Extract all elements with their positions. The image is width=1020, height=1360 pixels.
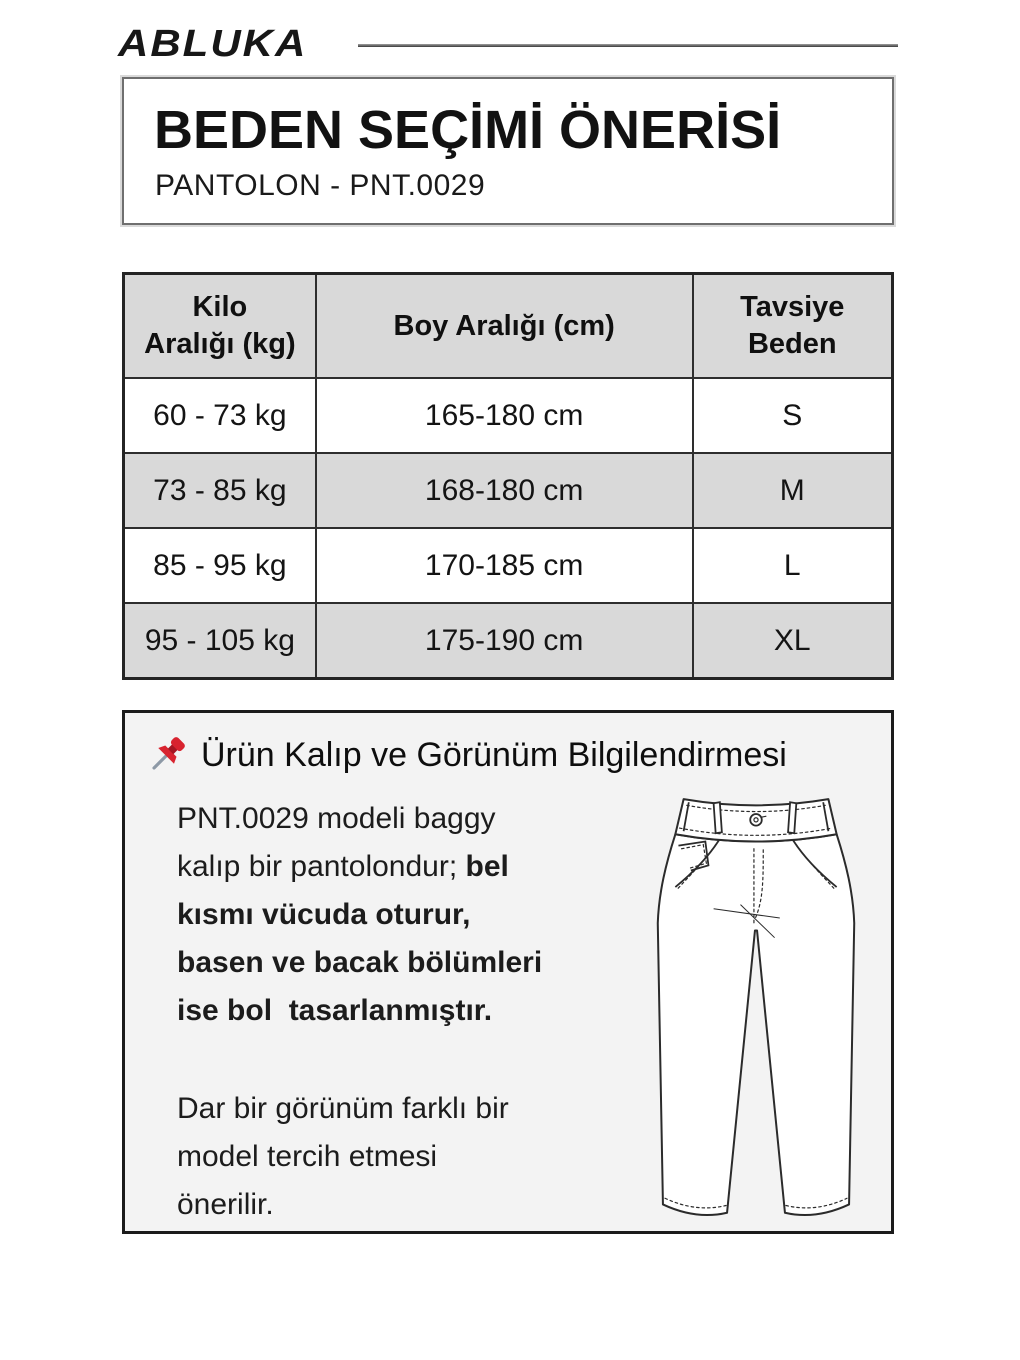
paragraph-gap — [177, 1035, 657, 1085]
weight-range-cell: 95 - 105 kg — [122, 602, 317, 680]
table-body: 60 - 73 kg 165-180 cm S 73 - 85 kg 168-180 c… — [122, 377, 894, 680]
waist-button — [750, 814, 766, 826]
weight-range-cell: 60 - 73 kg — [122, 377, 317, 454]
fit-info-box: Ürün Kalıp ve Görünüm Bilgilendirmesi PN… — [122, 710, 894, 1234]
size-recommendation-table: Kilo Aralığı (kg) Boy Aralığı (cm) Tavsiye B… — [122, 272, 894, 680]
fit-advice-line: model tercih etmesi — [177, 1140, 438, 1173]
column-header: Kilo Aralığı (kg) — [122, 272, 317, 379]
size-cell: L — [691, 527, 894, 604]
column-header: Boy Aralığı (cm) — [314, 272, 694, 379]
weight-range-cell: 73 - 85 kg — [122, 452, 317, 529]
fit-description-line: ise bol tasarlanmıştır. — [177, 994, 493, 1027]
pants-illustration — [647, 795, 865, 1221]
size-cell: M — [691, 452, 894, 529]
header-divider-line — [358, 44, 898, 47]
pushpin-icon — [152, 737, 185, 770]
fit-description-text: PNT.0029 modeli baggy kalıp bir pantolond… — [177, 795, 657, 1229]
table-header-row: Kilo Aralığı (kg) Boy Aralığı (cm) Tavsiye B… — [122, 272, 894, 379]
column-header: Tavsiye Beden — [691, 272, 894, 379]
pants-body — [658, 834, 854, 1215]
product-code-subtitle: PANTOLON - PNT.0029 — [155, 169, 486, 202]
info-heading-text: Ürün Kalıp ve Görünüm Bilgilendirmesi — [201, 735, 787, 774]
height-range-cell: 168-180 cm — [314, 452, 694, 529]
table-row: 60 - 73 kg 165-180 cm S — [122, 377, 894, 454]
height-range-cell: 175-190 cm — [314, 602, 694, 680]
brand-logo: ABLUKA — [118, 22, 308, 65]
height-range-cell: 165-180 cm — [314, 377, 694, 454]
fit-description-line: kısmı vücuda oturur, — [177, 898, 471, 931]
weight-range-cell: 85 - 95 kg — [122, 527, 317, 604]
size-cell: XL — [691, 602, 894, 680]
fit-advice-line: Dar bir görünüm farklı bir — [177, 1092, 509, 1125]
table-row: 85 - 95 kg 170-185 cm L — [122, 527, 894, 604]
fit-description-line: basen ve bacak bölümleri — [177, 946, 543, 979]
table-row: 73 - 85 kg 168-180 cm M — [122, 452, 894, 529]
fit-description-line: kalıp bir pantolondur; bel — [177, 850, 509, 883]
title-box: BEDEN SEÇİMİ ÖNERİSİ PANTOLON - PNT.0029 — [122, 77, 894, 225]
size-cell: S — [691, 377, 894, 454]
fit-description-line: PNT.0029 modeli baggy — [177, 802, 496, 835]
height-range-cell: 170-185 cm — [314, 527, 694, 604]
fit-advice-line: önerilir. — [177, 1188, 274, 1221]
info-heading-row: Ürün Kalıp ve Görünüm Bilgilendirmesi — [145, 733, 891, 777]
table-row: 95 - 105 kg 175-190 cm XL — [122, 602, 894, 680]
table-header: Kilo Aralığı (kg) Boy Aralığı (cm) Tavsiye B… — [122, 272, 894, 379]
page-title: BEDEN SEÇİMİ ÖNERİSİ — [154, 100, 782, 160]
